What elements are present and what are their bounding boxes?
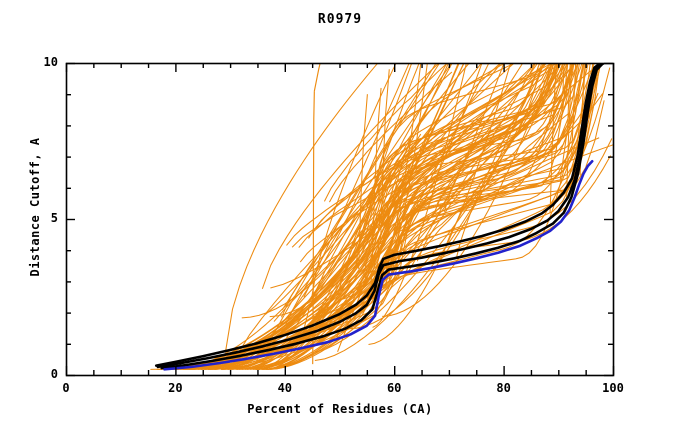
x-tick-label: 100: [602, 381, 624, 395]
x-tick-label: 80: [496, 381, 511, 395]
x-tick-label: 0: [62, 381, 70, 395]
y-tick-label: 10: [43, 55, 58, 69]
axes-layer: [65, 62, 615, 377]
x-axis-label: Percent of Residues (CA): [247, 402, 433, 416]
y-tick-label: 5: [50, 211, 58, 225]
x-tick-label: 20: [168, 381, 183, 395]
x-tick-label: 40: [277, 381, 293, 395]
curves-layer: [150, 63, 613, 371]
x-tick-label: 60: [386, 381, 402, 395]
page-title: R0979: [317, 12, 363, 27]
y-tick-label: 0: [50, 367, 58, 381]
